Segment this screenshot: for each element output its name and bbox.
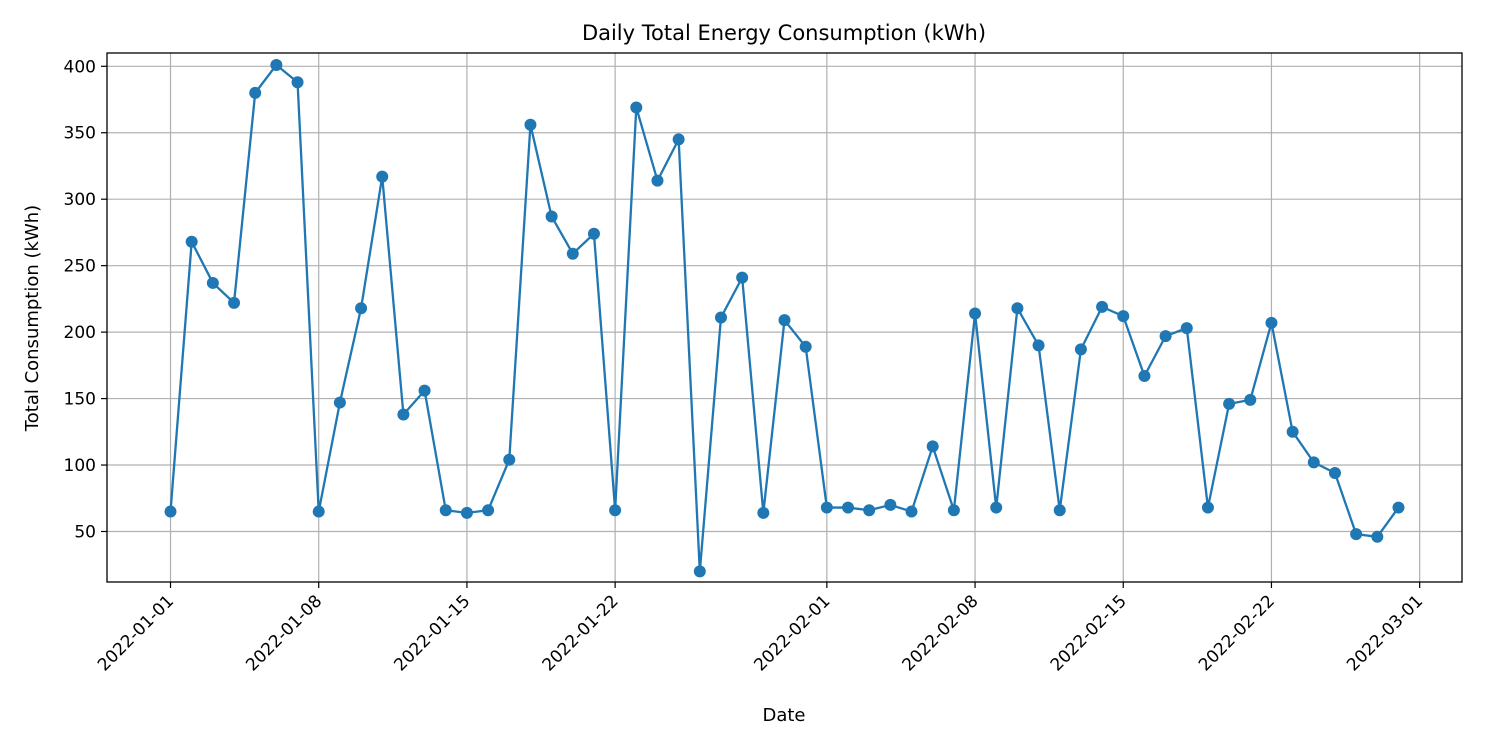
data-point <box>609 504 622 517</box>
data-point <box>587 227 600 240</box>
data-point <box>926 440 939 453</box>
data-point <box>651 174 664 187</box>
x-tick-label: 2022-02-22 <box>1195 591 1279 675</box>
data-point <box>228 296 241 309</box>
y-tick-label: 400 <box>64 57 96 77</box>
y-tick-label: 150 <box>64 390 96 410</box>
data-point <box>1074 343 1087 356</box>
data-point <box>1180 322 1193 335</box>
data-point <box>842 501 855 514</box>
data-point <box>418 384 431 397</box>
data-point <box>1053 504 1066 517</box>
data-point <box>460 506 473 519</box>
x-axis-title: Date <box>762 705 805 726</box>
data-point <box>185 235 198 248</box>
data-point <box>1350 528 1363 541</box>
data-point <box>1286 425 1299 438</box>
data-point <box>1117 310 1130 323</box>
data-point <box>799 340 812 353</box>
plot-area-frame <box>106 52 1463 583</box>
data-point <box>249 86 262 99</box>
data-point <box>355 302 368 315</box>
data-point <box>545 210 558 223</box>
data-point <box>693 565 706 578</box>
data-point <box>206 276 219 289</box>
data-point <box>312 505 325 518</box>
data-point <box>672 133 685 146</box>
data-point <box>736 271 749 284</box>
data-point <box>566 247 579 260</box>
data-point <box>1201 501 1214 514</box>
data-point <box>863 504 876 517</box>
x-tick-label: 2022-02-08 <box>899 591 983 675</box>
data-point <box>164 505 177 518</box>
data-point <box>714 311 727 324</box>
data-point <box>757 506 770 519</box>
x-tick-label: 2022-01-15 <box>390 591 474 675</box>
data-layer <box>164 58 1405 578</box>
data-point <box>630 101 643 114</box>
data-point <box>1011 302 1024 315</box>
data-point <box>820 501 833 514</box>
data-point <box>376 170 389 183</box>
chart-title: Daily Total Energy Consumption (kWh) <box>582 21 986 45</box>
data-point <box>1307 456 1320 469</box>
x-tick-label: 2022-01-22 <box>539 591 623 675</box>
data-point <box>482 504 495 517</box>
data-point <box>1265 316 1278 329</box>
data-point <box>1371 530 1384 543</box>
data-point <box>969 307 982 320</box>
y-axis-ticks: 50 100 150 200 250 300 350 400 <box>64 57 107 542</box>
data-point <box>291 76 304 89</box>
y-tick-label: 100 <box>64 456 96 476</box>
y-tick-label: 350 <box>64 124 96 144</box>
data-point <box>947 504 960 517</box>
y-tick-label: 300 <box>64 190 96 210</box>
data-point <box>524 118 537 131</box>
x-axis-ticks: 2022-01-01 2022-01-08 2022-01-15 2022-01-22… <box>94 582 1427 675</box>
data-point <box>1223 397 1236 410</box>
data-point <box>884 498 897 511</box>
x-tick-label: 2022-02-01 <box>750 591 834 675</box>
data-point <box>778 314 791 327</box>
y-tick-label: 50 <box>74 522 96 542</box>
data-point <box>1392 501 1405 514</box>
data-point <box>1096 300 1109 313</box>
data-point <box>333 396 346 409</box>
y-axis-title: Total Consumption (kWh) <box>22 205 43 432</box>
data-point <box>439 504 452 517</box>
data-point <box>270 58 283 71</box>
data-point <box>1138 369 1151 382</box>
y-tick-label: 200 <box>64 323 96 343</box>
data-point <box>1159 330 1172 343</box>
x-tick-label: 2022-03-01 <box>1343 591 1427 675</box>
data-point <box>1032 339 1045 352</box>
data-point <box>503 453 516 466</box>
data-point <box>1244 393 1257 406</box>
data-point <box>397 408 410 421</box>
data-point <box>905 505 918 518</box>
y-tick-label: 250 <box>64 257 96 277</box>
x-tick-label: 2022-01-08 <box>242 591 326 675</box>
x-tick-label: 2022-02-15 <box>1047 591 1131 675</box>
data-point <box>1328 467 1341 480</box>
data-point <box>990 501 1003 514</box>
x-tick-label: 2022-01-01 <box>94 591 178 675</box>
